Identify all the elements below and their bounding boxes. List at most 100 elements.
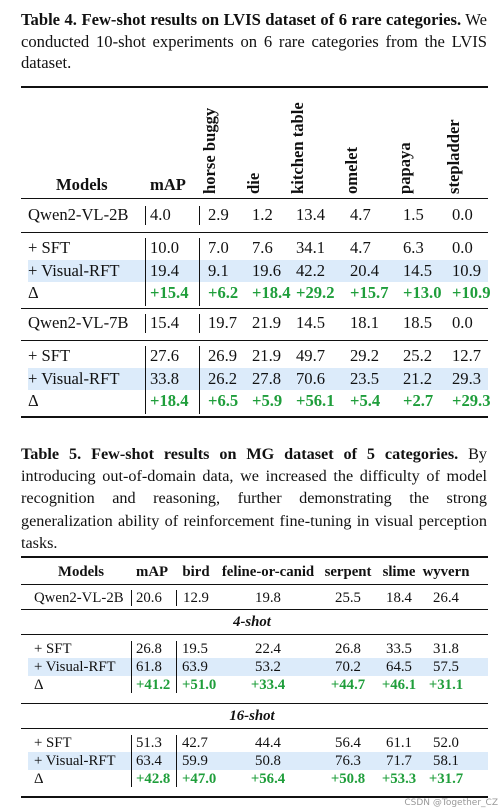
table4-cell-value: 26.9: [208, 346, 238, 365]
table4-cell-value: 34.1: [296, 238, 326, 257]
table4-cell-value: 42.2: [296, 260, 326, 280]
table4-cell-value: 2.9: [208, 205, 229, 224]
table5-section-rule: [21, 703, 488, 704]
table4-cell-value: 6.3: [403, 238, 424, 257]
table5-cell-value: +46.1: [381, 677, 417, 693]
table5-header-rule: [21, 584, 488, 585]
table4-cell-value: 7.0: [208, 238, 229, 257]
table4-cell-value: 1.2: [252, 205, 273, 224]
table5-cell-value: 26.8: [335, 641, 361, 657]
table4-cell-value: 49.7: [296, 346, 326, 365]
table5-header-category: slime: [382, 564, 416, 580]
table4-cell-value: 27.8: [252, 368, 282, 388]
table4-top-rule: [21, 86, 488, 88]
table5-cell-model: Qwen2-VL-2B: [34, 590, 124, 606]
table5-header-models: Models: [58, 564, 105, 580]
table4-cell-value: 12.7: [452, 346, 482, 365]
table5-cell-model: Δ: [34, 771, 44, 787]
table5-cell-value: 57.5: [433, 659, 459, 675]
table4-cell-value: +6.2: [208, 283, 239, 302]
table4-cell-value: +10.9: [452, 283, 491, 302]
table4-cell-map: 33.8: [150, 368, 180, 388]
table5-section-header-rule: [21, 634, 488, 635]
table4-cell-value: 14.5: [403, 260, 433, 280]
table4-header-category-label: omelet: [342, 147, 361, 194]
table5-label: Table 5.: [21, 445, 82, 463]
table5-section-label: 4-shot: [233, 614, 271, 630]
table5-cell-map: 20.6: [136, 590, 162, 606]
table4-header-models: Models: [56, 175, 108, 194]
table4-cell-model: + SFT: [28, 238, 71, 257]
table4-cell-value: 0.0: [452, 205, 473, 224]
table4-cell-value: 23.5: [350, 368, 380, 388]
table5-column-divider: [176, 641, 177, 693]
table4-cell-value: 13.4: [296, 205, 326, 224]
watermark: CSDN @Together_CZ: [404, 798, 498, 808]
table5-cell-value: 52.0: [433, 735, 459, 751]
table5-section-header-rule: [21, 728, 488, 729]
table4-cell-value: 0.0: [452, 238, 473, 257]
table5-row-highlight: [28, 658, 488, 676]
table4-cell-value: 21.2: [403, 368, 433, 388]
table5-cell-value: 42.7: [182, 735, 208, 751]
table4-group-rule: [21, 340, 488, 341]
table5-cell-map: 63.4: [136, 753, 162, 769]
table4-group-rule: [21, 232, 488, 233]
table4-cell-value: +5.4: [350, 391, 381, 410]
table5-cell-map: +42.8: [136, 771, 171, 787]
table4-cell-model: Qwen2-VL-7B: [28, 313, 129, 332]
table5-cell-map: 26.8: [136, 641, 162, 657]
table5-header-category: serpent: [324, 564, 372, 580]
table5-cell-value: 63.9: [182, 659, 208, 675]
table5-title: Few-shot results on MG dataset of 5 cate…: [91, 445, 459, 463]
table4-cell-value: +56.1: [296, 391, 335, 410]
table4-cell-value: 21.9: [252, 313, 282, 332]
table4-cell-model: Δ: [28, 283, 39, 302]
table4-description: We conducted 10-shot experiments on 6 ra…: [21, 10, 487, 72]
table5-cell-value: 58.1: [433, 753, 459, 769]
table4-cell-value: 25.2: [403, 346, 433, 365]
table5-header-category: feline-or-canid: [221, 564, 315, 580]
table5-section-rule: [21, 609, 488, 610]
table5-cell-value: +31.1: [428, 677, 464, 693]
table4-cell-value: 4.7: [350, 205, 371, 224]
table4-caption: Table 4. Few-shot results on LVIS datase…: [21, 9, 487, 74]
table4-cell-value: 14.5: [296, 313, 326, 332]
table5-column-divider: [131, 590, 132, 606]
table4-cell-map: 15.4: [150, 313, 180, 332]
table4-cell-value: +5.9: [252, 391, 283, 410]
table5-cell-value: 31.8: [433, 641, 459, 657]
table4-cell-value: 29.2: [350, 346, 380, 365]
table4-cell-model: + Visual-RFT: [28, 260, 120, 280]
table4-cell-value: 10.9: [452, 260, 482, 280]
table5-bottom-rule: [21, 796, 488, 798]
table5-cell-value: 19.8: [255, 590, 281, 606]
table4-column-divider: [145, 206, 146, 225]
table4-title: Few-shot results on LVIS dataset of 6 ra…: [81, 10, 462, 29]
table4-column-divider: [145, 346, 146, 414]
table4-header-rule: [21, 198, 488, 199]
table4-cell-model: Δ: [28, 391, 39, 410]
table5-caption: Table 5. Few-shot results on MG dataset …: [21, 443, 487, 554]
table5-cell-model: + SFT: [34, 735, 72, 751]
table5-cell-value: +56.4: [250, 771, 286, 787]
table4-cell-value: +2.7: [403, 391, 434, 410]
table4-cell-value: 20.4: [350, 260, 380, 280]
table5-cell-value: +31.7: [428, 771, 464, 787]
table4-cell-value: 4.7: [350, 238, 371, 257]
table4-cell-map: +15.4: [150, 283, 189, 302]
table4-column-divider: [199, 238, 200, 306]
table5-column-divider: [176, 590, 177, 606]
table4-cell-value: +18.4: [252, 283, 291, 302]
table4-row-highlight: [28, 259, 488, 282]
table4-cell-value: +29.3: [452, 391, 491, 410]
table5-cell-model: + SFT: [34, 641, 72, 657]
table4-cell-map: 4.0: [150, 205, 171, 224]
table5-cell-value: +33.4: [250, 677, 286, 693]
table5-cell-value: +53.3: [381, 771, 417, 787]
table5-cell-model: + Visual-RFT: [34, 753, 116, 769]
table5-cell-value: 12.9: [183, 590, 209, 606]
table4-column-divider: [145, 238, 146, 306]
table4-cell-model: Qwen2-VL-2B: [28, 205, 129, 224]
table4-cell-map: 27.6: [150, 346, 180, 365]
